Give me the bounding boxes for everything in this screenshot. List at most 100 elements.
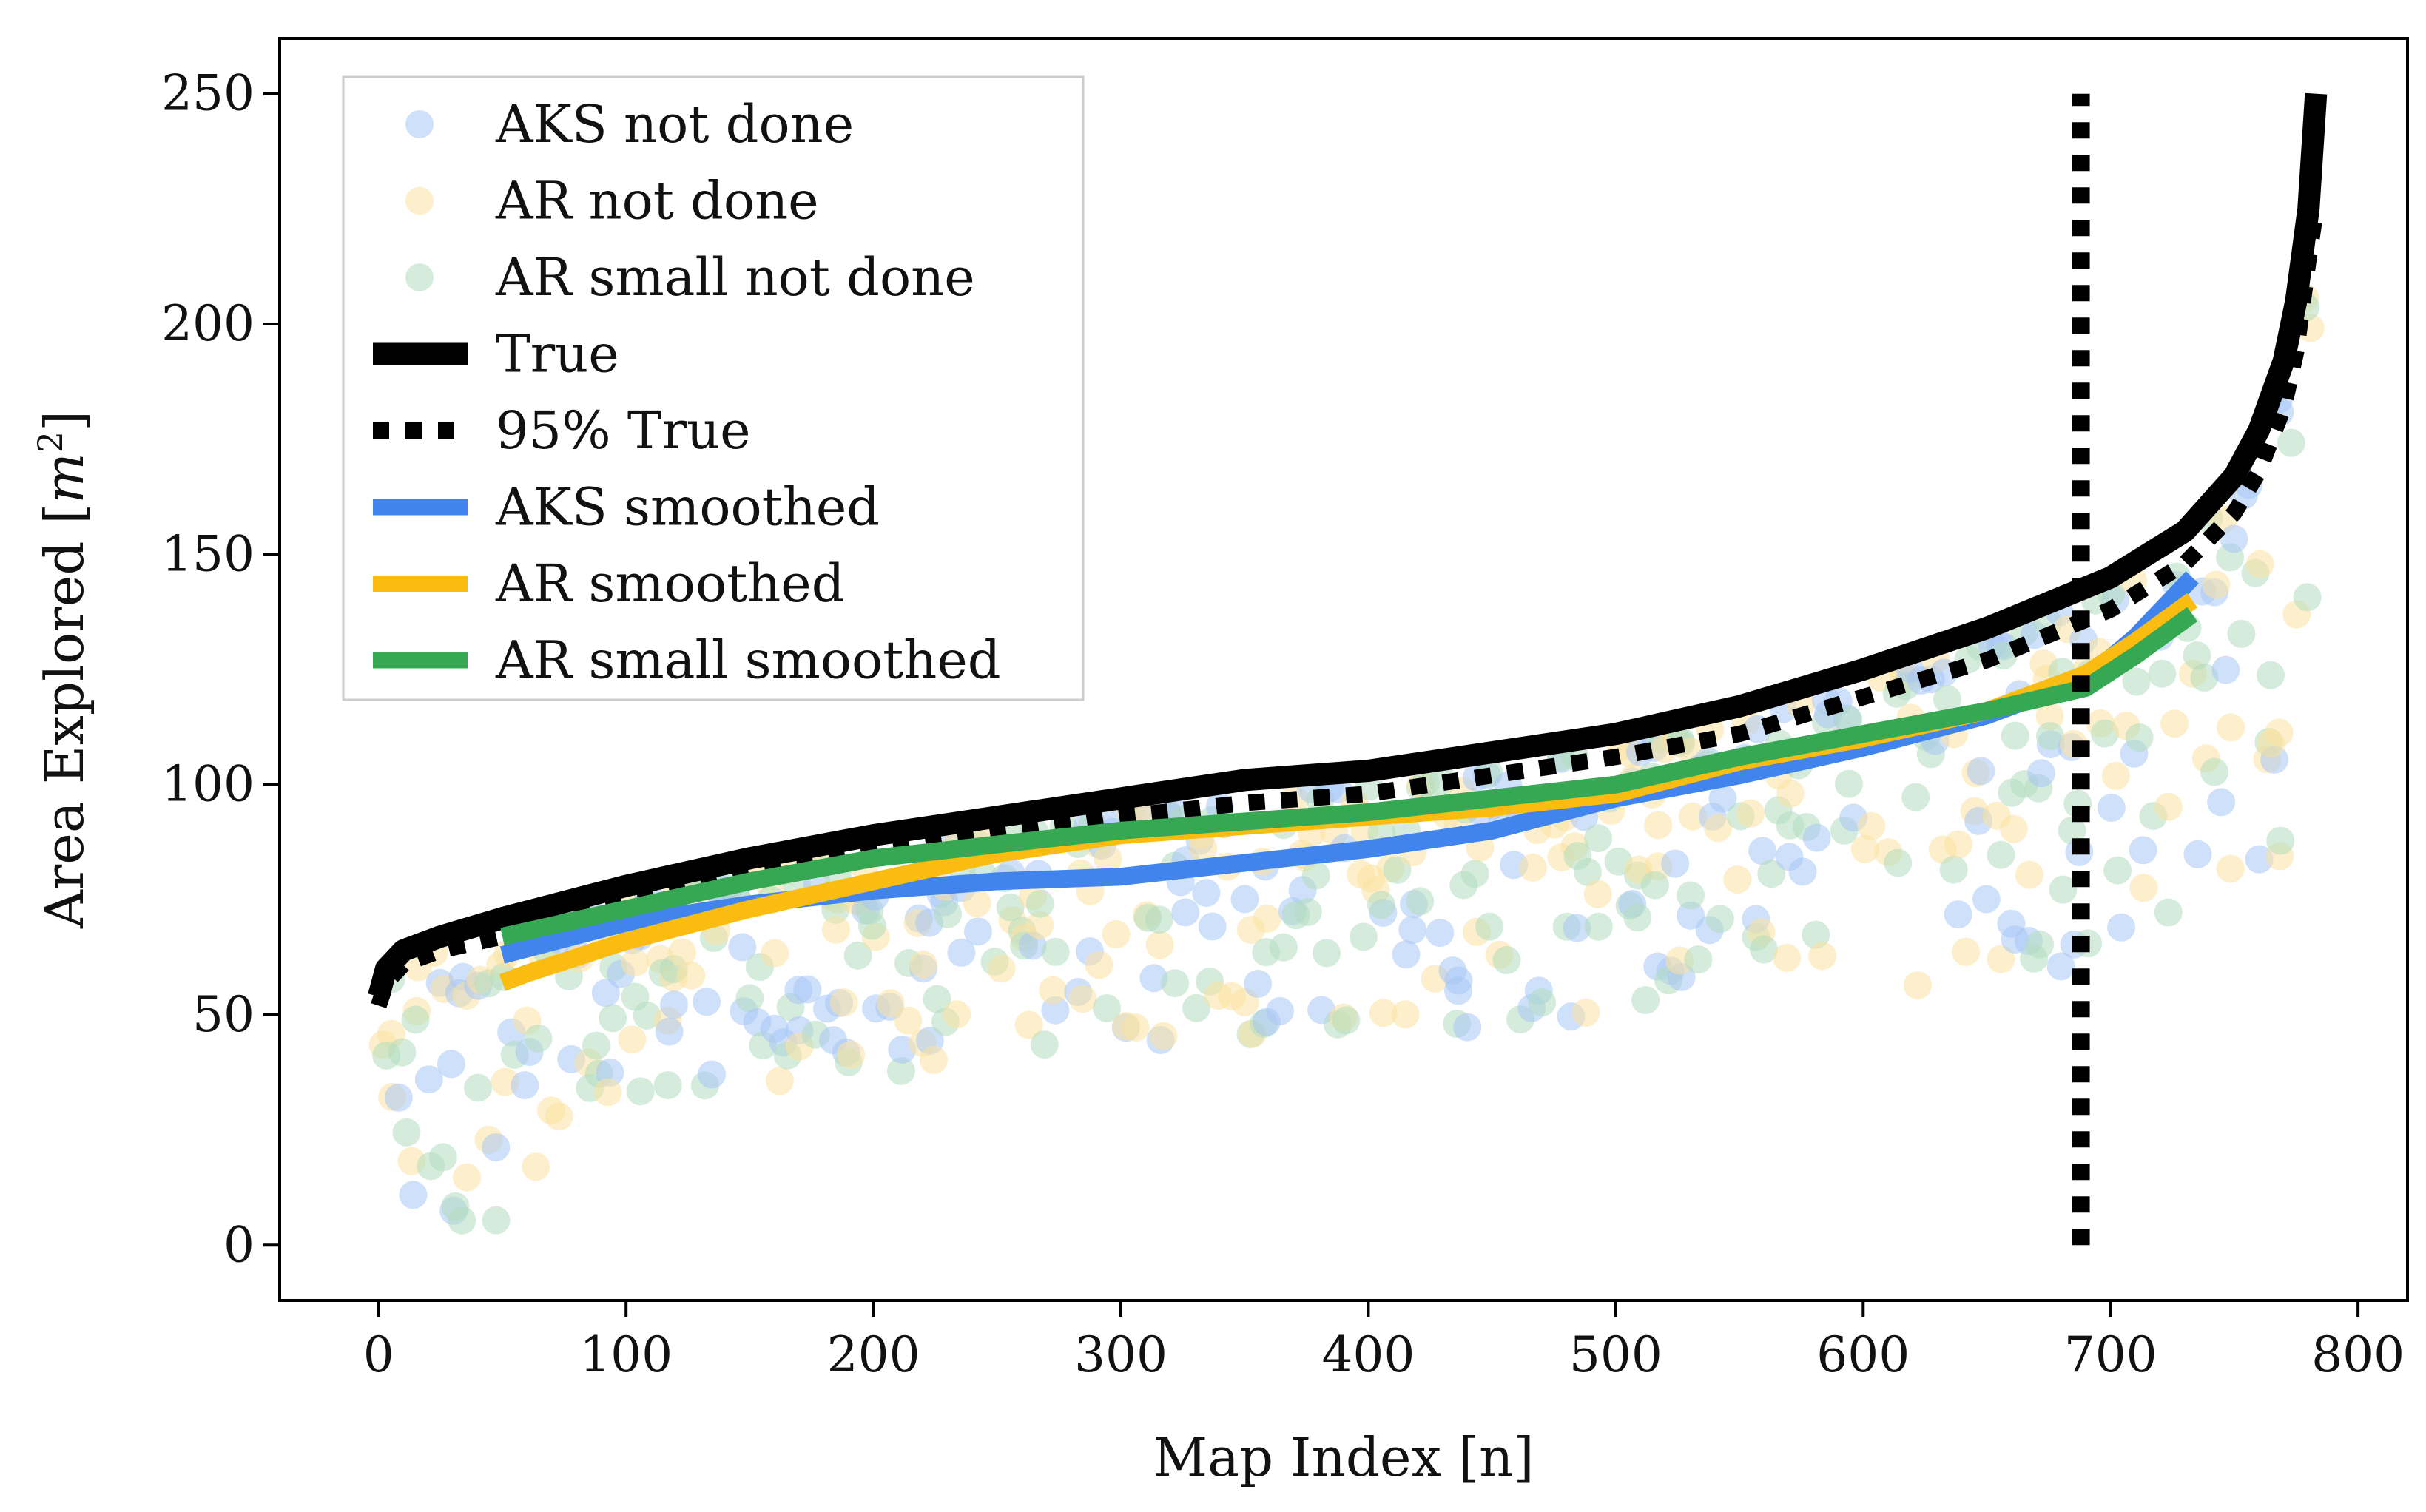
- scatter-point: [2227, 619, 2256, 648]
- scatter-point: [1684, 945, 1713, 974]
- scatter-point: [1039, 976, 1068, 1005]
- scatter-point: [919, 1045, 948, 1074]
- scatter-point: [943, 1000, 971, 1029]
- scatter-point: [1453, 1013, 1482, 1042]
- scatter-point: [735, 984, 764, 1013]
- scatter-point: [857, 911, 886, 940]
- scatter-point: [1723, 865, 1752, 894]
- scatter-point: [2026, 930, 2055, 959]
- scatter-point: [1269, 933, 1298, 962]
- scatter-point: [428, 1143, 457, 1172]
- y-tick-label: 200: [161, 295, 255, 352]
- legend-box: [342, 75, 1085, 701]
- scatter-point: [2001, 721, 2029, 750]
- scatter-point: [894, 1006, 923, 1035]
- scatter-point: [2190, 664, 2219, 692]
- scatter-point: [2097, 793, 2126, 822]
- scatter-point: [621, 948, 650, 977]
- scatter-point: [2101, 761, 2130, 790]
- scatter-point: [1678, 802, 1707, 831]
- scatter-point: [1573, 857, 1602, 886]
- scatter-point: [2103, 856, 2132, 885]
- series-lines: [368, 92, 2328, 1246]
- legend-label: AR smoothed: [495, 553, 845, 614]
- scatter-point: [2058, 816, 2086, 845]
- scatter-point: [1094, 845, 1122, 874]
- scatter-point: [2129, 874, 2158, 902]
- scatter-point: [482, 1133, 511, 1161]
- scatter-point: [2202, 570, 2231, 599]
- scatter-point: [1631, 986, 1660, 1015]
- x-axis: 0 100 200 300 400 500 600 700 800: [363, 1300, 2405, 1383]
- scatter-point: [599, 1004, 627, 1033]
- scatter-point: [1068, 985, 1097, 1013]
- scatter-point: [1349, 922, 1378, 951]
- scatter-point: [2049, 875, 2078, 904]
- scatter-point: [1161, 969, 1190, 998]
- scatter-point: [1972, 885, 2001, 914]
- scatter-point: [996, 893, 1025, 922]
- scatter-point: [1944, 830, 1972, 859]
- scatter-point: [1952, 937, 1981, 966]
- x-tick-label: 500: [1569, 1326, 1662, 1383]
- scatter-point: [1139, 964, 1168, 993]
- scatter-point: [2211, 655, 2240, 684]
- scatter-point: [1030, 1030, 1059, 1059]
- scatter-point: [876, 989, 905, 1018]
- scatter-point: [2122, 667, 2151, 696]
- scatter-point: [1677, 881, 1705, 910]
- legend-marker: [405, 186, 434, 215]
- scatter-point: [1749, 935, 1778, 964]
- scatter-point: [1901, 783, 1930, 811]
- scatter-point: [698, 1060, 727, 1089]
- scatter-point: [2160, 709, 2189, 738]
- scatter-point: [1933, 685, 1961, 714]
- scatter-point: [1192, 879, 1221, 908]
- scatter-point: [1944, 900, 1972, 929]
- y-tick-label: 50: [192, 986, 255, 1043]
- scatter-point: [1623, 903, 1652, 932]
- scatter-point: [947, 938, 976, 967]
- legend-label: AKS not done: [495, 94, 854, 155]
- y-tick-label: 250: [161, 65, 255, 122]
- legend-label: AR small smoothed: [495, 630, 1001, 691]
- scatter-point: [1198, 912, 1227, 941]
- scatter-point: [1145, 931, 1174, 959]
- scatter-point: [677, 961, 706, 990]
- scatter-point: [1492, 946, 1521, 975]
- legend-marker: [405, 263, 434, 291]
- x-tick-label: 600: [1816, 1326, 1910, 1383]
- scatter-point: [886, 1056, 915, 1085]
- scatter-point: [837, 1040, 866, 1069]
- scatter-point: [1444, 966, 1473, 995]
- scatter-point: [1748, 837, 1777, 865]
- x-tick-label: 700: [2064, 1326, 2157, 1383]
- scatter-point: [2277, 428, 2305, 457]
- series-line: [500, 607, 2198, 945]
- scatter-point: [1398, 916, 1427, 945]
- scatter-point: [1571, 998, 1600, 1027]
- scatter-point: [1808, 942, 1837, 971]
- scatter-point: [511, 1071, 539, 1100]
- y-axis-label-close: ]: [33, 411, 95, 431]
- scatter-point: [2207, 788, 2236, 817]
- scatter-point: [1025, 889, 1054, 918]
- scatter-point: [1584, 824, 1613, 853]
- y-axis-label-text: Area Explored [: [33, 504, 95, 930]
- x-tick-label: 200: [827, 1326, 920, 1383]
- x-axis-label: Map Index [n]: [1153, 1426, 1534, 1488]
- scatter-point: [1460, 860, 1489, 888]
- scatter-point: [2015, 860, 2043, 889]
- scatter-point: [2220, 524, 2248, 553]
- scatter-point: [1406, 887, 1435, 916]
- scatter-point: [934, 900, 963, 928]
- scatter-point: [1367, 891, 1395, 919]
- scatter-point: [1369, 999, 1398, 1027]
- scatter-point: [1987, 840, 2015, 869]
- scatter-point: [1987, 945, 2015, 973]
- scatter-point: [1041, 937, 1070, 966]
- scatter-point: [2245, 845, 2274, 874]
- scatter-point: [1644, 811, 1673, 840]
- scatter-point: [1293, 897, 1322, 926]
